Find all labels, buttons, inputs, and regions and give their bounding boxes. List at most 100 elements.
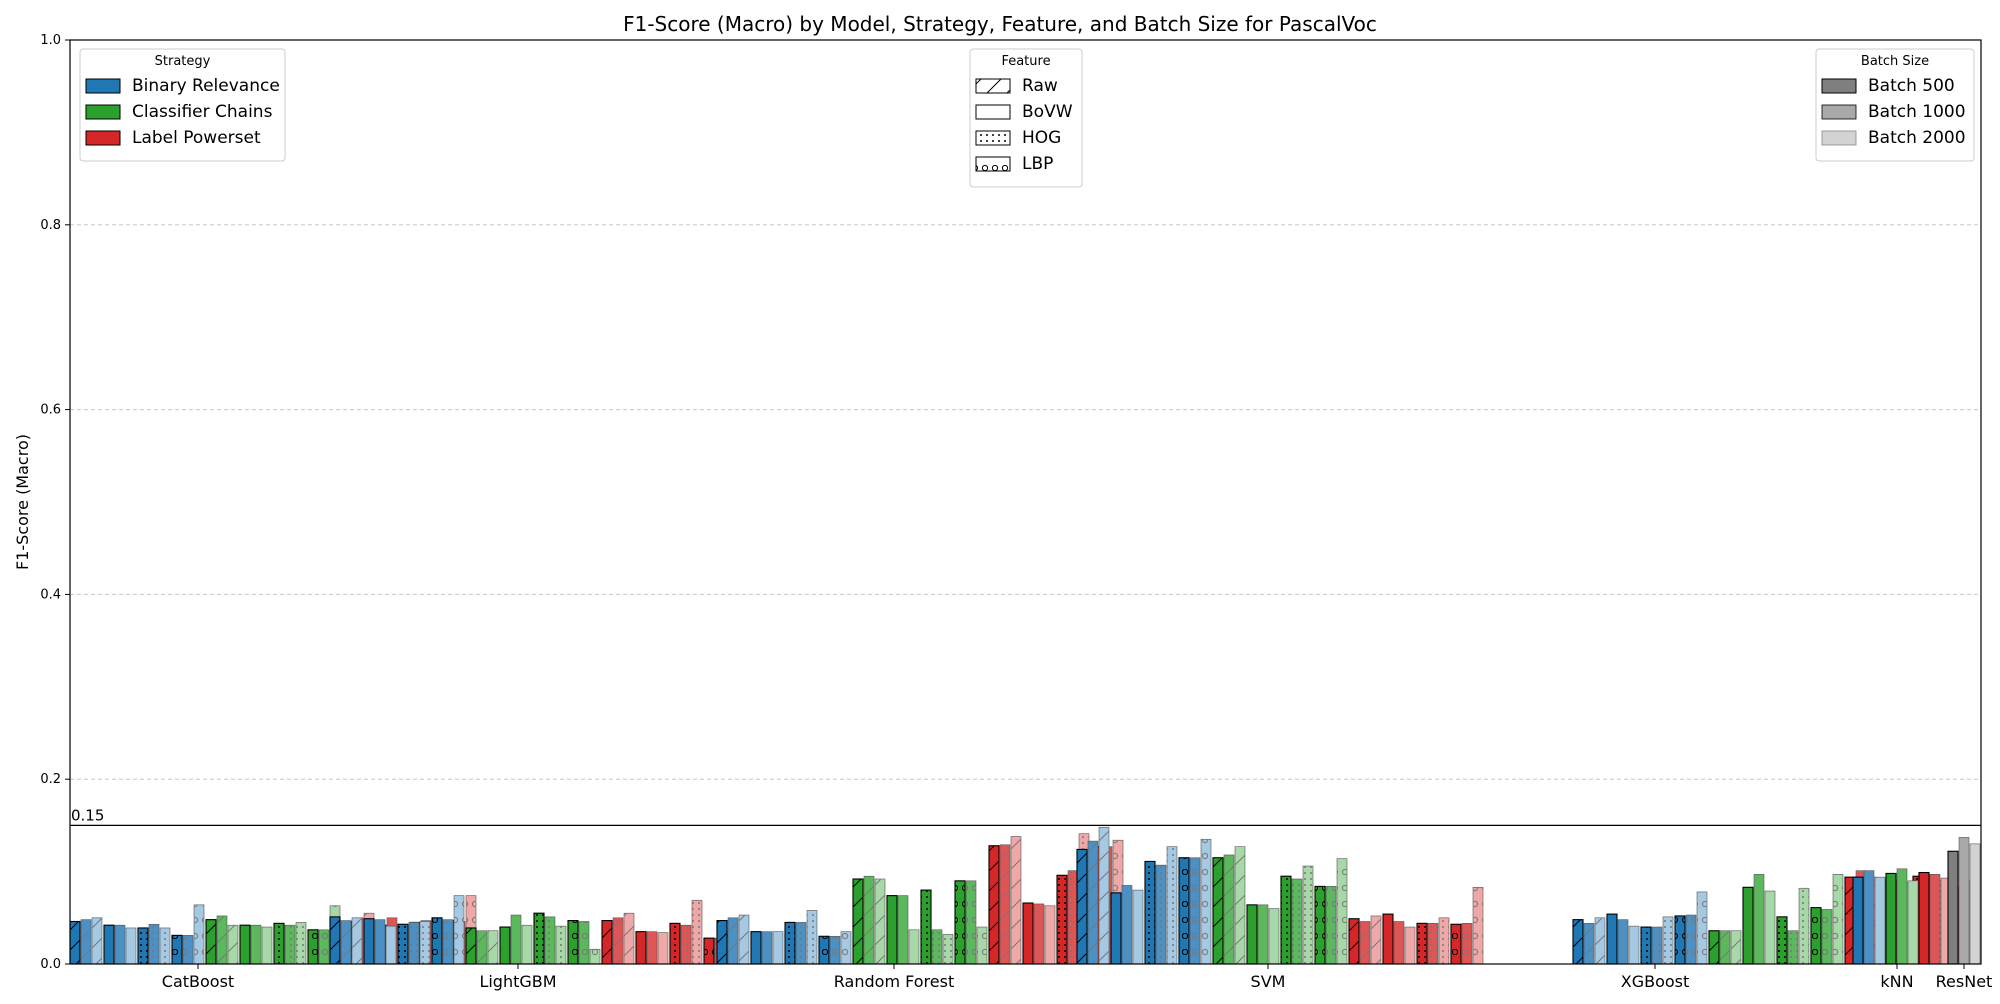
legend-feature: Feature Raw BoVW HOG LBP: [969, 48, 1083, 188]
bar-hatch: [681, 925, 691, 964]
bar-hatch: [443, 920, 453, 964]
bar: [908, 929, 920, 964]
legend-title: Batch Size: [1861, 54, 1929, 69]
bar-hatch: [613, 918, 623, 964]
bar: [125, 927, 137, 964]
bar: [1753, 874, 1765, 964]
bar-hatch: [228, 925, 238, 964]
bar-hatch: [420, 921, 430, 964]
bar: [114, 924, 126, 964]
reference-line-label: 0.15: [71, 806, 104, 824]
bar: [1606, 913, 1618, 964]
bar-hatch: [853, 879, 863, 964]
legend-swatch: [85, 78, 121, 94]
bar: [521, 924, 533, 964]
bar-hatch: [1845, 877, 1855, 964]
bar-hatch: [977, 927, 987, 964]
bar: [261, 926, 273, 964]
bar-hatch: [1292, 879, 1302, 964]
bar-hatch: [1145, 861, 1155, 964]
y-tick-label: 1.0: [40, 33, 61, 48]
bar-hatch: [1439, 918, 1449, 964]
bar-hatch: [81, 920, 91, 964]
grid-layer: [70, 224, 1981, 780]
bar: [1628, 925, 1640, 964]
bar-knn: [1852, 876, 1864, 964]
bar: [1246, 904, 1258, 964]
bar: [1033, 903, 1045, 964]
bar-hatch: [796, 922, 806, 964]
bar: [1044, 905, 1056, 964]
bar-hatch: [1686, 915, 1696, 964]
bar-hatch: [807, 910, 817, 964]
bar: [1110, 892, 1122, 964]
bar-hatch: [590, 949, 600, 964]
y-tick-label: 0.2: [40, 772, 61, 787]
bar-hatch: [717, 921, 727, 964]
bar-hatch: [1709, 931, 1719, 964]
bar-hatch: [70, 921, 80, 964]
x-tick-label: XGBoost: [1621, 972, 1690, 991]
bar-hatch: [864, 876, 874, 964]
bar: [1022, 902, 1034, 964]
bar-hatch: [943, 934, 953, 964]
bar: [646, 931, 658, 964]
bar-hatch: [966, 881, 976, 964]
bar-hatch: [1349, 919, 1359, 964]
bar-hatch: [670, 923, 680, 964]
legend-entry-label: BoVW: [1022, 102, 1073, 122]
bar-hatch: [172, 935, 182, 964]
bar-hatch: [160, 928, 170, 964]
bar-hatch: [1777, 917, 1787, 964]
axes-layer: 0.15 0.0 0.2 0.4 0.6 0.8 1.0 CatBoost LightGBM Ra…: [40, 33, 1992, 991]
legend-entry-label: Label Powerset: [132, 128, 261, 148]
bar-hatch: [1822, 909, 1832, 964]
legend-entry-label: Batch 1000: [1868, 102, 1966, 122]
bar-hatch: [1303, 866, 1313, 964]
bar: [385, 925, 397, 964]
x-tick-label: CatBoost: [162, 972, 234, 991]
bar-hatch: [1213, 858, 1223, 964]
legend-entry-label: Batch 500: [1868, 76, 1955, 96]
bar: [657, 932, 669, 964]
bar-hatch: [138, 928, 148, 964]
bar: [1268, 908, 1280, 964]
legend-title: Strategy: [155, 54, 211, 69]
bar-hatch: [352, 918, 362, 964]
bar-resnet: [1969, 843, 1981, 964]
bar-hatch: [477, 931, 487, 964]
bar-hatch: [1315, 886, 1325, 964]
bar: [635, 931, 647, 964]
legend-batch-size: Batch Size Batch 500 Batch 1000 Batch 2000: [1815, 48, 1975, 162]
bar-hatch: [1573, 920, 1583, 964]
bar-hatch: [454, 896, 464, 964]
bar-hatch: [785, 922, 795, 964]
bar-hatch: [1595, 918, 1605, 964]
bar: [750, 931, 762, 964]
bar-hatch: [206, 920, 216, 964]
legend-title: Feature: [1001, 54, 1050, 69]
x-tick-label: LightGBM: [479, 972, 556, 991]
bar-hatch: [1675, 916, 1685, 964]
bar-hatch: [296, 922, 306, 964]
bar: [363, 918, 375, 964]
bar-hatch: [1652, 927, 1662, 964]
legend-swatch-hatch: [976, 157, 1010, 171]
bar-hatch: [183, 935, 193, 964]
bar-hatch: [1360, 921, 1370, 964]
bar-hatch: [308, 930, 318, 964]
plot-frame: [69, 39, 1982, 965]
y-tick-label: 0.6: [40, 403, 61, 418]
bar-hatch: [330, 917, 340, 964]
bar: [250, 924, 262, 964]
bar-hatch: [1371, 916, 1381, 964]
bar-hatch: [955, 881, 965, 964]
bar-hatch: [1584, 923, 1594, 964]
bar-hatch: [1156, 865, 1166, 964]
bar-hatch: [624, 913, 634, 964]
legend-entry-label: LBP: [1022, 154, 1053, 174]
bar-hatch: [1833, 874, 1843, 964]
legend-swatch: [1821, 104, 1857, 120]
bar-resnet: [1947, 850, 1959, 964]
